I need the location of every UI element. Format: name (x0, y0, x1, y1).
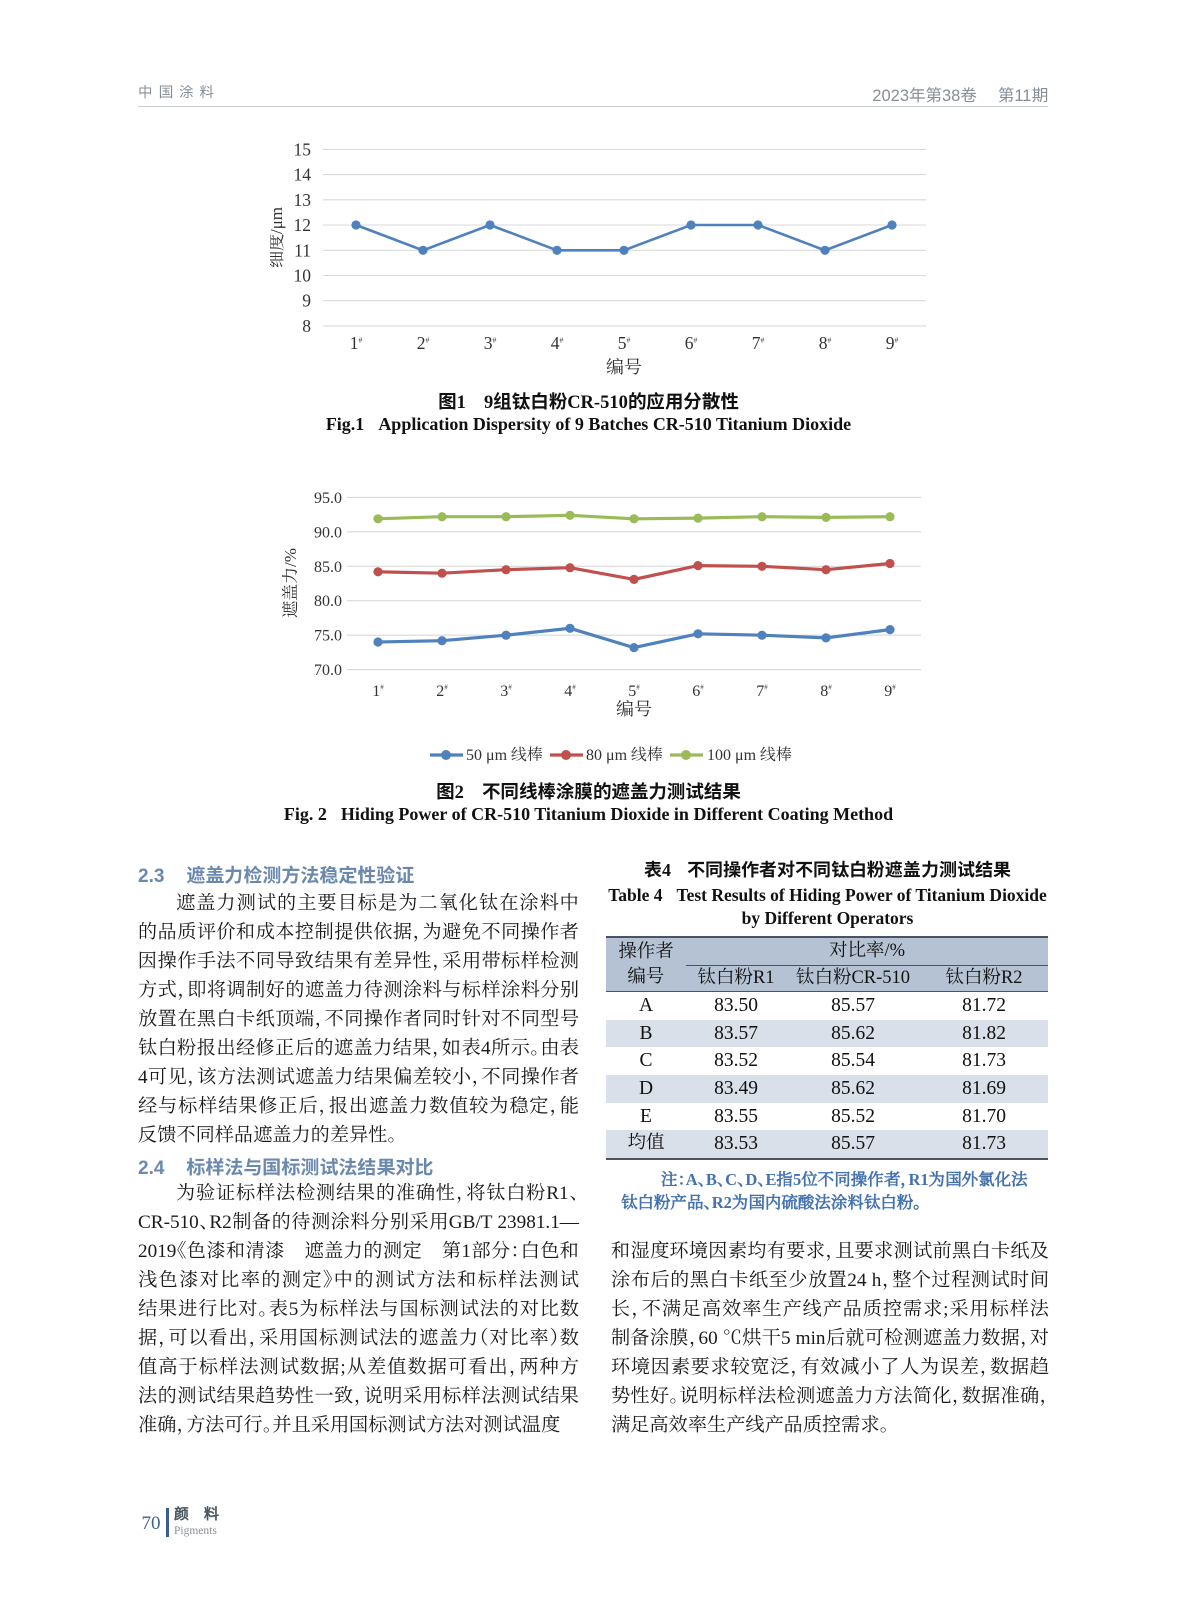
svg-text:8#: 8# (819, 333, 832, 353)
svg-text:95.0: 95.0 (314, 490, 342, 507)
svg-text:15: 15 (294, 139, 312, 159)
svg-text:11: 11 (294, 240, 311, 260)
svg-text:75.0: 75.0 (314, 628, 342, 645)
svg-text:9#: 9# (886, 333, 899, 353)
svg-text:1#: 1# (350, 333, 363, 353)
svg-text:70.0: 70.0 (314, 662, 342, 679)
svg-text:12: 12 (294, 215, 312, 235)
svg-text:7#: 7# (756, 683, 768, 700)
svg-text:5#: 5# (628, 683, 640, 700)
svg-text:5#: 5# (618, 333, 631, 353)
svg-text:6#: 6# (685, 333, 698, 353)
svg-text:85.0: 85.0 (314, 559, 342, 576)
svg-text:细度/μm: 细度/μm (270, 207, 286, 268)
svg-text:8: 8 (302, 316, 311, 336)
svg-text:100 μm 线棒: 100 μm 线棒 (707, 746, 792, 764)
svg-text:9#: 9# (884, 683, 896, 700)
svg-text:2#: 2# (436, 683, 448, 700)
svg-text:50 μm 线棒: 50 μm 线棒 (466, 746, 543, 764)
svg-text:3#: 3# (484, 333, 497, 353)
svg-text:14: 14 (294, 165, 312, 185)
svg-text:3#: 3# (500, 683, 512, 700)
svg-text:80 μm 线棒: 80 μm 线棒 (586, 746, 663, 764)
svg-text:80.0: 80.0 (314, 593, 342, 610)
svg-text:9: 9 (302, 291, 311, 311)
svg-text:6#: 6# (692, 683, 704, 700)
svg-text:10: 10 (294, 266, 312, 286)
svg-text:编号: 编号 (616, 699, 652, 719)
svg-text:13: 13 (294, 190, 312, 210)
svg-text:4#: 4# (551, 333, 564, 353)
svg-text:8#: 8# (820, 683, 832, 700)
svg-text:7#: 7# (752, 333, 765, 353)
svg-text:2#: 2# (417, 333, 430, 353)
svg-text:4#: 4# (564, 683, 576, 700)
svg-text:遮盖力/%: 遮盖力/% (281, 548, 300, 618)
svg-text:90.0: 90.0 (314, 524, 342, 541)
svg-text:编号: 编号 (606, 357, 642, 377)
svg-text:1#: 1# (372, 683, 384, 700)
